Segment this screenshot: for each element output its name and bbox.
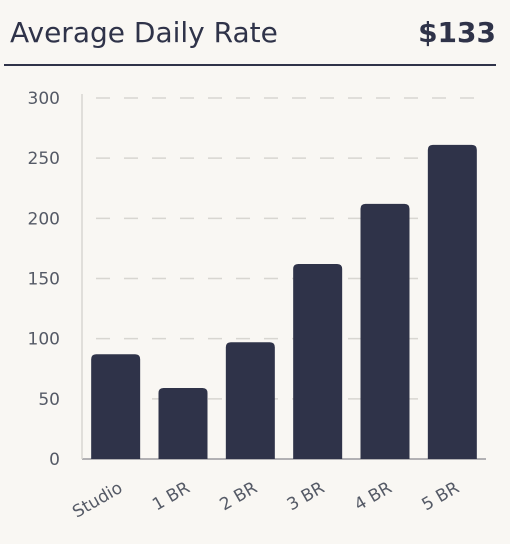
y-tick-label: 0 <box>49 450 60 470</box>
card-header: Average Daily Rate $133 <box>4 0 496 66</box>
bars <box>91 144 477 459</box>
y-axis-ticks: 0 50 100 150 200 250 300 <box>28 89 60 470</box>
card-title: Average Daily Rate <box>10 16 278 49</box>
bar-4-br <box>360 203 410 459</box>
grid-lines <box>81 94 486 460</box>
x-tick-label: 3 BR <box>284 478 329 515</box>
y-tick-label: 50 <box>38 390 60 410</box>
y-tick-label: 300 <box>28 89 60 109</box>
y-tick-label: 100 <box>28 330 60 350</box>
y-tick-label: 250 <box>28 149 60 169</box>
x-tick-label: Studio <box>69 478 126 522</box>
bar-2-br <box>225 342 275 459</box>
x-tick-label: 1 BR <box>149 478 194 515</box>
x-tick-label: 5 BR <box>418 478 463 515</box>
y-tick-label: 200 <box>28 209 60 229</box>
x-tick-label: 4 BR <box>351 478 396 515</box>
x-axis-ticks: Studio 1 BR 2 BR 3 BR 4 BR 5 BR <box>69 478 463 522</box>
x-tick-label: 2 BR <box>216 478 261 515</box>
y-tick-label: 150 <box>28 270 60 290</box>
bar-1-br <box>158 388 208 459</box>
bar-studio <box>91 354 141 459</box>
adr-value: $133 <box>418 16 496 49</box>
bar-3-br <box>293 264 343 459</box>
bar-5-br <box>427 144 477 459</box>
